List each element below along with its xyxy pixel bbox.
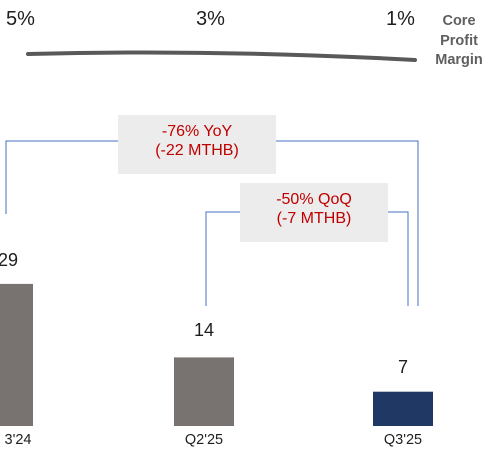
category-label-q3-25: Q3'25 (383, 432, 423, 448)
category-label-q2-25: Q2'25 (184, 432, 224, 448)
core-profit-margin-label: Core Profit Margin (435, 13, 483, 68)
yoy-callout: -76% YoY (-22 MTHB) (118, 115, 276, 174)
bar-value-label-q3-24: 29 (0, 250, 19, 270)
margin-value-q3-24: 5% (6, 8, 35, 30)
bar-q2-25 (174, 357, 234, 426)
margin-value-q3-25: 1% (386, 8, 415, 30)
bar-value-label-q2-25: 14 (193, 320, 215, 340)
margin-trend-line (26, 50, 417, 62)
margin-value-q2-25: 3% (196, 8, 225, 30)
qoq-callout: -50% QoQ (-7 MTHB) (240, 183, 388, 242)
bar-q3-25 (373, 391, 433, 426)
bar-q3-24 (0, 283, 33, 426)
bars-group (0, 283, 433, 426)
category-label-q3-24: 3'24 (4, 432, 32, 448)
bar-value-label-q3-25: 7 (397, 357, 408, 377)
